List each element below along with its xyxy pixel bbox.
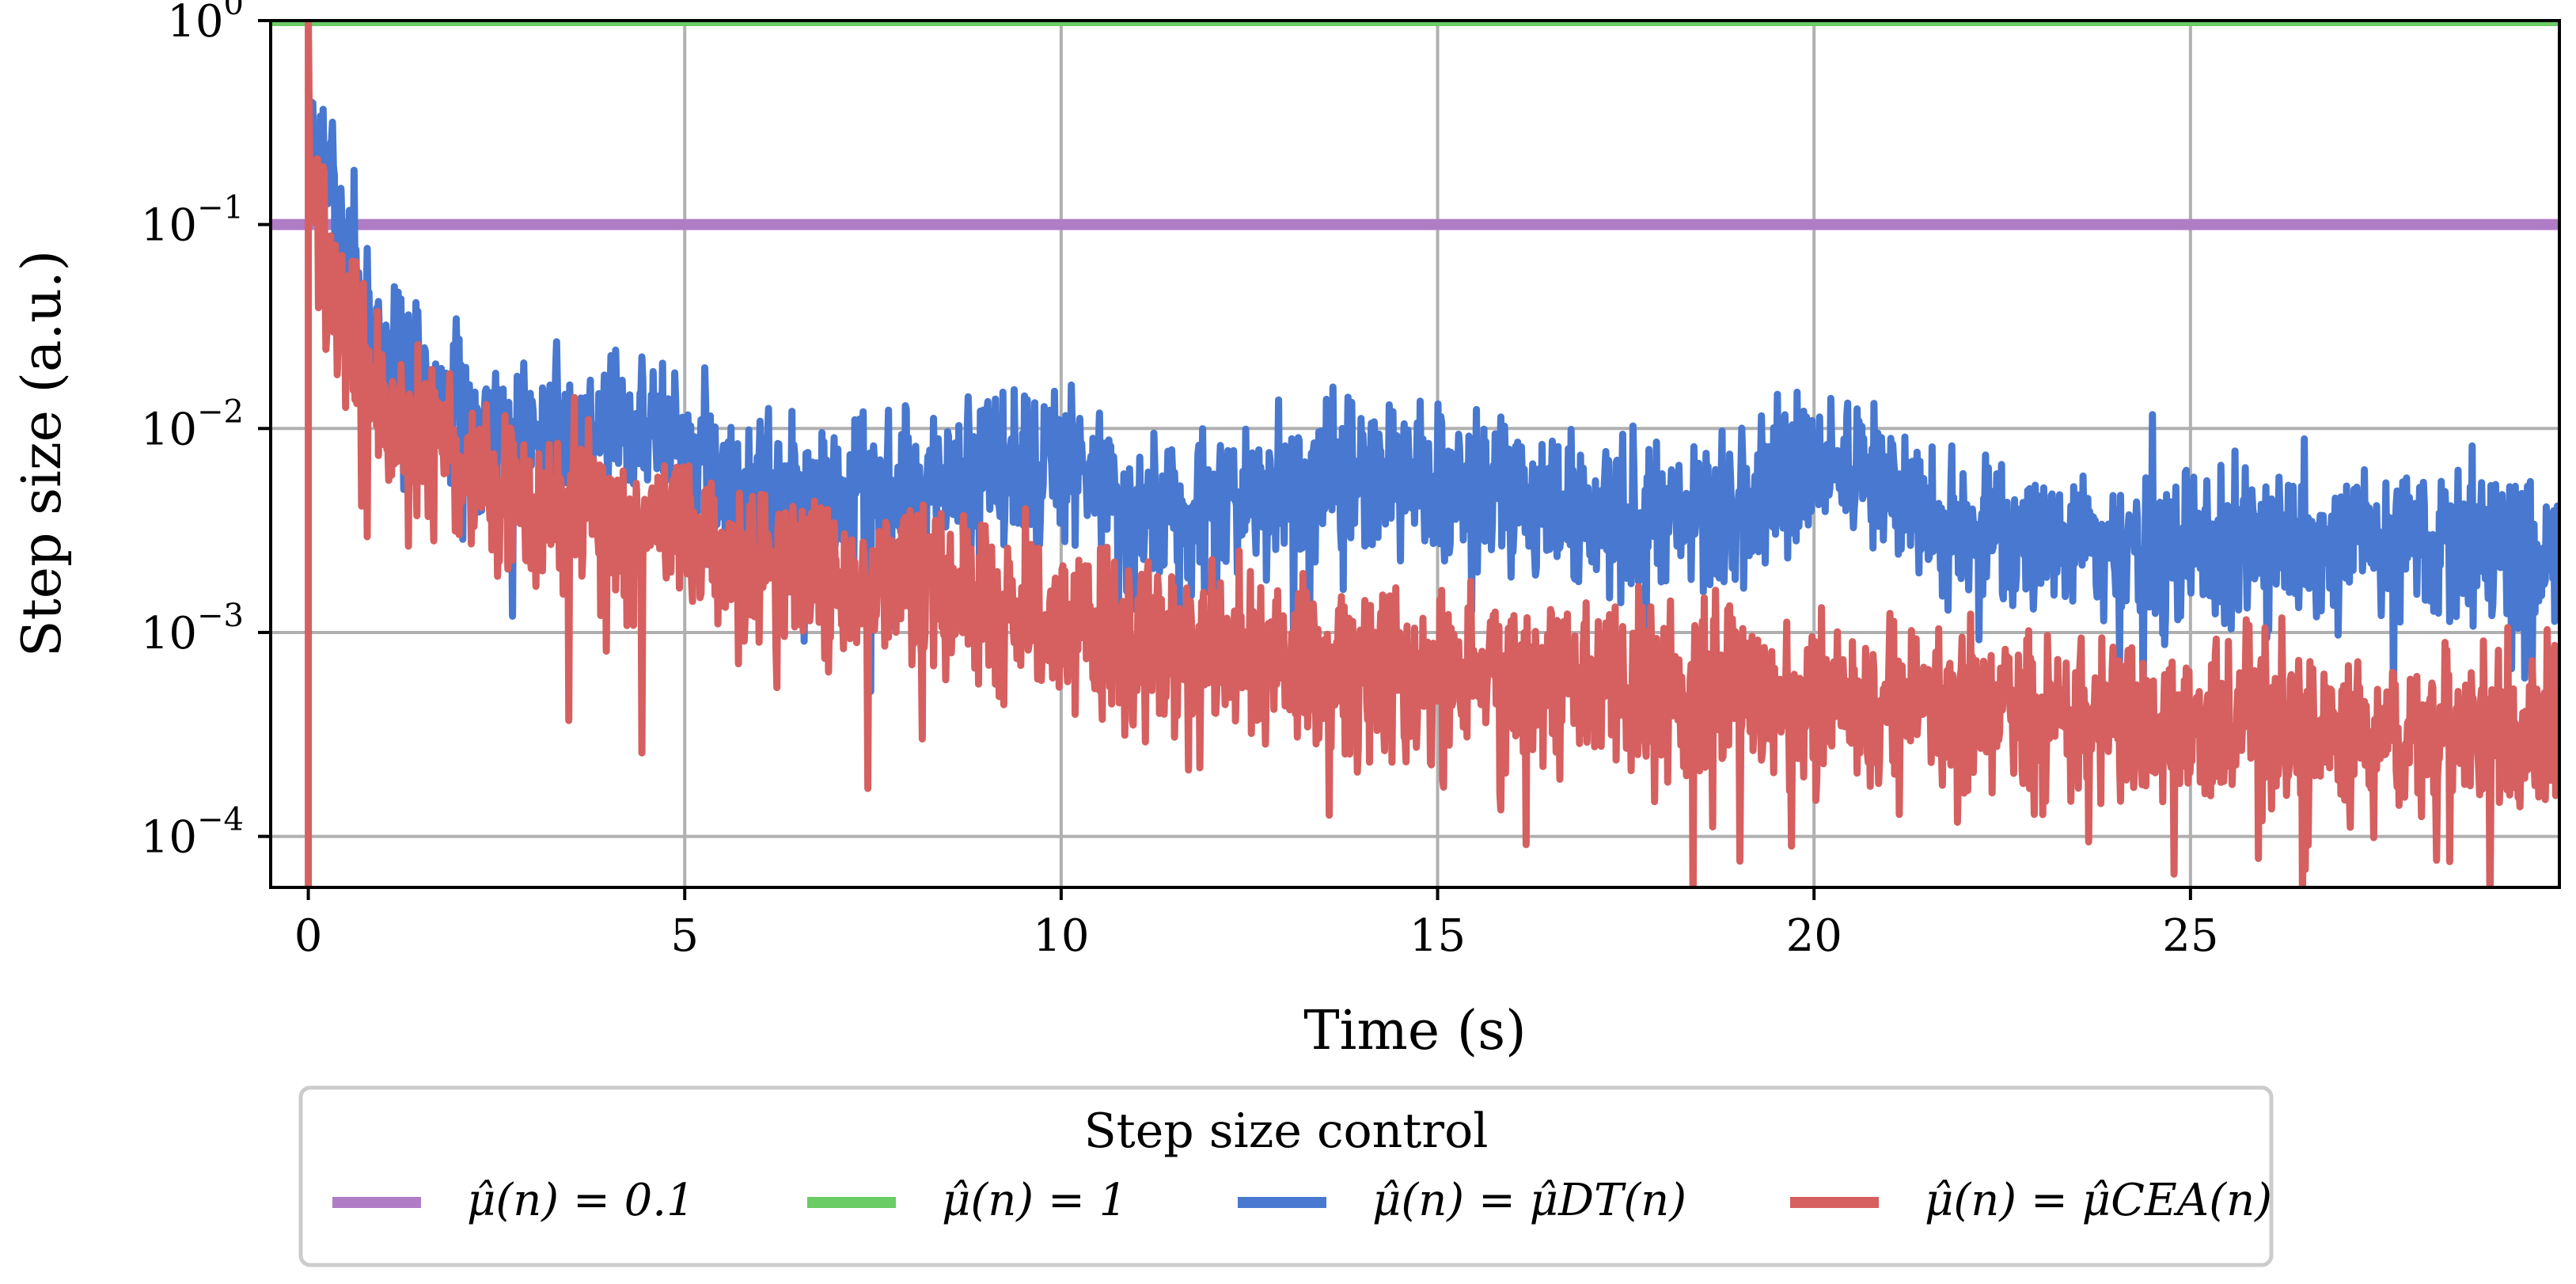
y-tick-label: 100 (167, 0, 244, 47)
x-tick-label: 10 (1033, 910, 1089, 962)
x-axis-ticks: 0 5 10 15 20 25 (294, 887, 2218, 962)
x-tick-label: 0 (294, 910, 323, 962)
y-axis-title: Step size (a.u.) (11, 250, 74, 657)
legend-label: μ̂(n) = μ̂DT(n) (1372, 1175, 1686, 1226)
axes-frame (269, 19, 2561, 889)
x-tick-label: 25 (2162, 910, 2218, 962)
y-tick-label: 10−2 (141, 393, 244, 455)
legend: Step size control μ̂(n) = 0.1 μ̂(n) = 1 μ̂… (298, 1085, 2274, 1267)
y-tick-label: 10−1 (141, 190, 244, 252)
legend-label: μ̂(n) = 1 (942, 1175, 1127, 1226)
y-tick-label: 10−3 (141, 598, 244, 659)
x-tick-label: 20 (1786, 910, 1842, 962)
legend-label: μ̂(n) = μ̂CEA(n) (1925, 1175, 2272, 1226)
y-axis-ticks: 100 10−1 10−2 10−3 10−4 (141, 0, 271, 864)
series-layer (271, 21, 2559, 887)
x-tick-label: 5 (670, 910, 699, 962)
legend-label: μ̂(n) = 0.1 (467, 1175, 695, 1226)
x-tick-label: 15 (1409, 910, 1466, 962)
legend-title: Step size control (1084, 1104, 1489, 1159)
x-axis-title: Time (s) (1303, 1000, 1526, 1062)
y-tick-label: 10−4 (141, 802, 244, 864)
legend-box (298, 1085, 2274, 1267)
series-line (305, 21, 2559, 887)
